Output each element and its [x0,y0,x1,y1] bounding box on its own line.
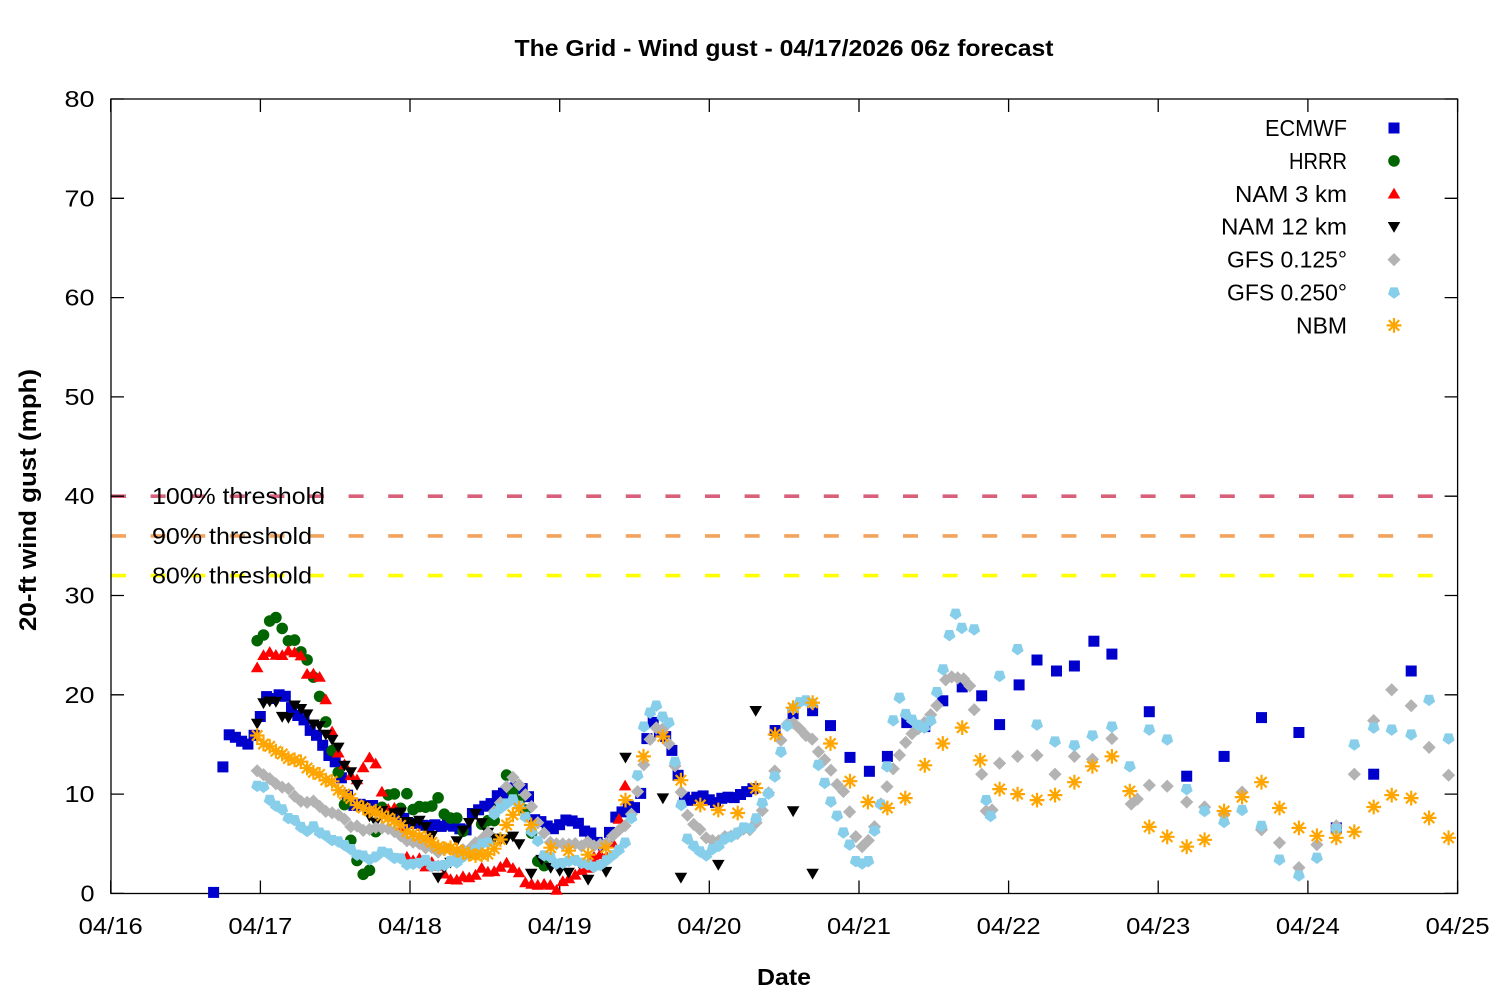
svg-text:20-ft wind gust (mph): 20-ft wind gust (mph) [15,369,42,631]
svg-text:HRRR: HRRR [1289,148,1347,174]
svg-text:04/23: 04/23 [1126,913,1190,939]
svg-text:20: 20 [65,682,95,708]
svg-text:04/16: 04/16 [79,913,143,939]
svg-text:04/25: 04/25 [1426,913,1490,939]
svg-text:04/18: 04/18 [378,913,442,939]
svg-text:GFS 0.125°: GFS 0.125° [1227,247,1347,273]
svg-text:04/20: 04/20 [677,913,741,939]
svg-text:70: 70 [65,185,95,211]
svg-text:80: 80 [65,86,95,112]
svg-text:ECMWF: ECMWF [1265,115,1347,141]
svg-text:60: 60 [65,285,95,311]
svg-text:04/22: 04/22 [977,913,1041,939]
svg-text:04/21: 04/21 [827,913,891,939]
svg-text:04/17: 04/17 [228,913,292,939]
svg-text:80% threshold: 80% threshold [152,563,312,589]
svg-text:04/24: 04/24 [1276,913,1340,939]
svg-text:NAM 12 km: NAM 12 km [1221,214,1347,240]
svg-text:10: 10 [65,781,95,807]
svg-text:90% threshold: 90% threshold [152,523,312,549]
svg-text:NBM: NBM [1296,312,1347,338]
svg-text:GFS 0.250°: GFS 0.250° [1227,280,1347,306]
svg-text:The Grid - Wind gust - 04/17/2: The Grid - Wind gust - 04/17/2026 06z fo… [515,35,1054,61]
svg-text:40: 40 [65,483,95,509]
svg-text:0: 0 [81,880,95,906]
svg-text:Date: Date [757,964,811,990]
svg-text:04/19: 04/19 [528,913,592,939]
svg-text:100% threshold: 100% threshold [152,483,325,509]
svg-text:30: 30 [65,583,95,609]
svg-text:50: 50 [65,384,95,410]
svg-text:NAM 3 km: NAM 3 km [1235,181,1347,207]
